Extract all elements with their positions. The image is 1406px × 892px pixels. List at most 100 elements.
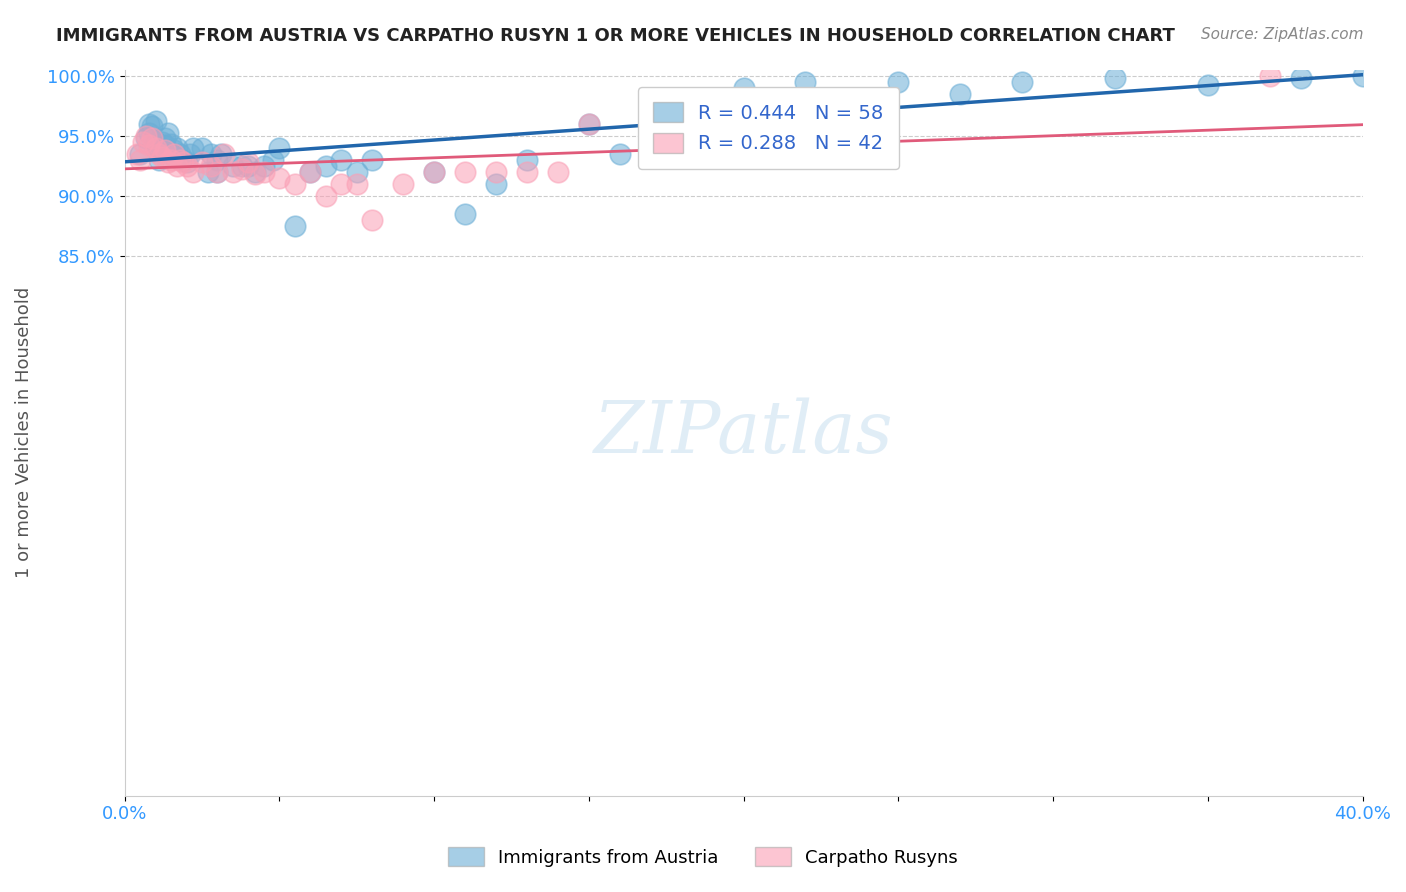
Point (231, 159, 253, 173)
Point (887, 75, 910, 89)
Point (238, 159, 260, 173)
Point (547, 165, 569, 179)
Point (129, 153, 152, 167)
Point (138, 138, 160, 153)
Point (361, 153, 384, 167)
Point (1289, 71, 1312, 86)
Point (315, 159, 337, 173)
Point (156, 127, 179, 141)
Point (160, 153, 183, 167)
Point (1104, 71, 1126, 86)
Point (166, 141, 188, 155)
Point (454, 165, 477, 179)
Point (191, 155, 214, 169)
Point (212, 146, 235, 161)
Point (200, 146, 222, 161)
Point (141, 131, 163, 145)
Point (243, 167, 266, 181)
Point (284, 219, 307, 233)
Point (253, 159, 276, 173)
Point (1351, 69, 1374, 83)
Point (129, 146, 152, 161)
Point (243, 165, 266, 179)
Point (181, 141, 204, 155)
Point (423, 165, 446, 179)
Point (231, 162, 253, 177)
Point (145, 114, 167, 128)
Point (200, 159, 222, 173)
Point (733, 80, 755, 95)
Point (150, 135, 173, 149)
Point (207, 165, 229, 179)
Point (949, 87, 972, 101)
Point (299, 165, 322, 179)
Point (578, 117, 600, 131)
Point (163, 143, 186, 157)
Point (1197, 78, 1219, 93)
Point (148, 141, 170, 155)
Point (207, 165, 229, 179)
Point (191, 141, 214, 155)
Point (346, 177, 368, 191)
Point (269, 141, 291, 155)
Point (169, 146, 191, 161)
Point (197, 165, 219, 179)
Point (423, 165, 446, 179)
Point (172, 153, 194, 167)
Point (150, 143, 173, 157)
Point (454, 207, 477, 221)
Point (315, 189, 337, 203)
Point (148, 153, 170, 167)
Point (516, 165, 538, 179)
Point (141, 120, 163, 134)
Point (330, 153, 353, 167)
Point (160, 146, 183, 161)
Legend: R = 0.444   N = 58, R = 0.288   N = 42: R = 0.444 N = 58, R = 0.288 N = 42 (638, 87, 898, 169)
Point (361, 212, 384, 227)
Legend: Immigrants from Austria, Carpatho Rusyns: Immigrants from Austria, Carpatho Rusyns (440, 840, 966, 874)
Point (485, 165, 508, 179)
Point (176, 159, 198, 173)
Text: Source: ZipAtlas.com: Source: ZipAtlas.com (1201, 27, 1364, 42)
Point (609, 146, 631, 161)
Point (284, 177, 307, 191)
Point (262, 153, 284, 167)
Point (138, 127, 160, 141)
Point (207, 153, 229, 167)
Point (269, 170, 291, 185)
Point (148, 146, 170, 161)
Point (153, 138, 176, 153)
Point (156, 155, 179, 169)
Point (1011, 75, 1033, 89)
Point (1258, 69, 1281, 83)
Point (671, 93, 693, 107)
Point (209, 146, 232, 161)
Point (485, 177, 508, 191)
Point (299, 165, 322, 179)
Point (150, 150, 173, 164)
Point (169, 153, 191, 167)
Point (132, 135, 155, 149)
Point (172, 155, 194, 169)
Point (145, 135, 167, 149)
Point (222, 159, 245, 173)
Point (578, 117, 600, 131)
Point (181, 165, 204, 179)
Y-axis label: 1 or more Vehicles in Household: 1 or more Vehicles in Household (15, 287, 32, 578)
Point (153, 143, 176, 157)
Point (516, 153, 538, 167)
Point (330, 177, 353, 191)
Point (145, 141, 167, 155)
Point (135, 128, 157, 143)
Point (138, 117, 160, 131)
Point (176, 155, 198, 169)
Text: ZIPatlas: ZIPatlas (593, 398, 893, 468)
Point (222, 165, 245, 179)
Point (392, 177, 415, 191)
Point (253, 165, 276, 179)
Point (153, 131, 176, 145)
Point (135, 131, 157, 145)
Point (166, 159, 188, 173)
Point (125, 146, 148, 161)
Point (346, 165, 368, 179)
